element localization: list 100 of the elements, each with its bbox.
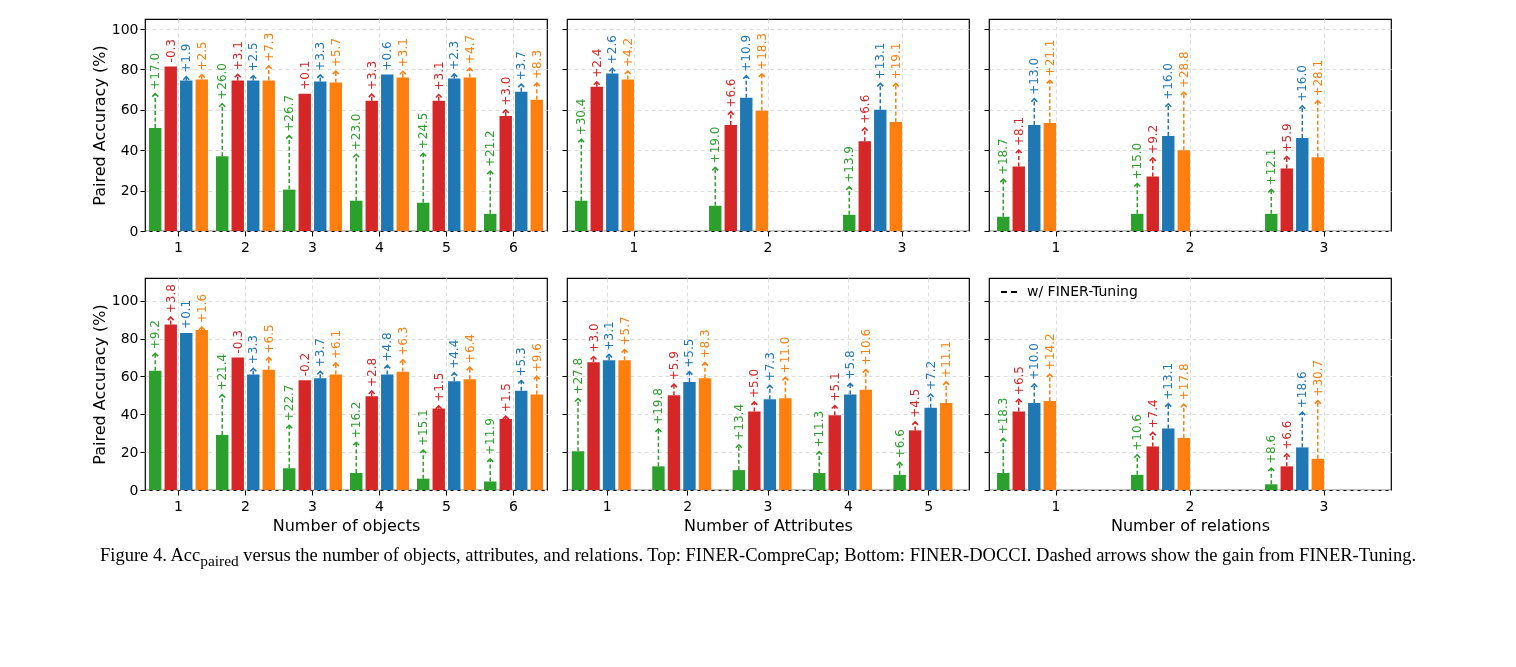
- bar: [195, 79, 208, 231]
- annotation: +4.8: [380, 332, 395, 362]
- annotation: +4.5: [908, 388, 923, 418]
- bar: [231, 80, 244, 231]
- annotation: +8.1: [1011, 116, 1026, 147]
- annotation: +3.0: [586, 323, 601, 353]
- x-axis-title: Number of objects: [272, 515, 421, 535]
- annotation: +16.2: [349, 401, 364, 439]
- y-tick-label: 80: [120, 60, 139, 77]
- annotation: +0.1: [297, 60, 312, 90]
- annotation: +8.6: [1264, 434, 1279, 465]
- x-tick-label: 1: [174, 238, 183, 255]
- annotation: +16.0: [1295, 65, 1310, 102]
- bar: [298, 93, 311, 231]
- annotation: +26.0: [215, 63, 230, 100]
- annotation: +16.0: [1161, 63, 1176, 100]
- y-axis-title: Paired Accuracy (%): [89, 304, 109, 465]
- annotation: +3.1: [431, 61, 446, 91]
- bar: [432, 100, 445, 231]
- annotation: +5.3: [514, 347, 529, 377]
- annotation: +5.7: [617, 316, 632, 346]
- caption: Figure 4. Acc$_{paired}$ versus the number of objects, attributes, and relations. Top: FINER-CompreCap; Bottom: FINER-DOCCI. Dashed arrows show the gain from FINER-Tuning.: [100, 544, 1418, 571]
- x-tick-label: 3: [1319, 238, 1329, 255]
- bar: [515, 91, 528, 231]
- annotation: +9.2: [148, 320, 163, 350]
- annotation: +3.1: [602, 321, 617, 351]
- y-tick-label: 60: [120, 101, 139, 118]
- x-tick-label: 3: [1319, 497, 1329, 514]
- annotation: +13.0: [1027, 57, 1042, 95]
- y-tick-label: 40: [120, 141, 139, 158]
- annotation: +2.5: [194, 41, 209, 71]
- annotation: +6.5: [261, 324, 276, 354]
- annotation: +15.0: [1130, 142, 1145, 180]
- annotation: +11.9: [483, 418, 498, 455]
- annotation: +2.8: [364, 357, 379, 387]
- annotation: +21.1: [1042, 39, 1057, 77]
- annotation: +10.9: [739, 34, 754, 72]
- annotation: +0.6: [380, 41, 395, 71]
- annotation: +22.7: [282, 384, 297, 422]
- x-tick-label: 4: [375, 497, 385, 514]
- annotation: +6.6: [1279, 420, 1294, 450]
- x-tick-label: 2: [1185, 497, 1195, 514]
- annotation: +17.0: [148, 52, 163, 90]
- annotation: +5.1: [827, 372, 842, 402]
- annotation: +7.3: [261, 32, 276, 62]
- x-tick-label: 2: [683, 497, 693, 514]
- x-tick-label: 4: [375, 238, 385, 255]
- bar: [365, 396, 378, 490]
- annotation: +3.8: [163, 284, 178, 314]
- x-tick-label: 4: [843, 497, 853, 514]
- x-axis-title: Number of Attributes: [684, 515, 853, 535]
- annotation: +6.5: [1011, 366, 1026, 396]
- annotation: +4.4: [447, 339, 462, 369]
- annotation: +19.8: [651, 388, 666, 425]
- annotation: +10.6: [1130, 414, 1145, 451]
- x-tick-label: 1: [629, 238, 639, 255]
- annotation: +0.1: [179, 299, 194, 329]
- bar: [499, 115, 512, 231]
- y-tick-label: 20: [120, 182, 139, 199]
- annotation: +3.1: [395, 38, 410, 68]
- annotation: +18.6: [1295, 371, 1310, 409]
- annotation: -0.2: [297, 352, 312, 377]
- annotation: +11.1: [939, 341, 954, 378]
- annotation: +1.5: [431, 372, 446, 402]
- x-tick-label: 3: [897, 238, 907, 255]
- y-tick-label: 0: [129, 222, 139, 239]
- annotation: +23.0: [349, 113, 364, 151]
- annotation: +5.8: [843, 350, 858, 380]
- annotation: w/ FINER-Tuning: [1027, 283, 1138, 299]
- annotation: +21.2: [483, 130, 498, 168]
- annotation: +3.3: [313, 41, 328, 71]
- annotation: +18.3: [754, 33, 769, 70]
- annotation: +2.6: [605, 35, 620, 65]
- x-tick-label: 6: [509, 238, 519, 255]
- annotation: +3.0: [498, 76, 513, 106]
- bar: [602, 360, 616, 490]
- bar: [365, 100, 378, 231]
- x-tick-label: 1: [602, 497, 612, 514]
- annotation: +18.3: [996, 397, 1011, 435]
- annotation: +5.0: [747, 368, 762, 398]
- bar: [180, 332, 193, 490]
- annotation: +10.6: [858, 328, 873, 366]
- annotation: +9.6: [529, 343, 544, 373]
- annotation: +1.5: [498, 383, 513, 413]
- annotation: +15.1: [416, 409, 431, 447]
- annotation: +5.9: [1279, 123, 1294, 153]
- annotation: +28.8: [1176, 51, 1191, 89]
- annotation: +13.1: [1161, 362, 1176, 400]
- annotation: +30.7: [1310, 359, 1325, 397]
- x-tick-label: 6: [509, 497, 519, 514]
- bar: [298, 380, 311, 490]
- annotation: +1.6: [194, 293, 209, 324]
- annotation: +5.9: [666, 351, 681, 381]
- annotation: +4.2: [620, 37, 635, 68]
- annotation: +5.5: [682, 338, 697, 368]
- annotation: +6.3: [395, 326, 410, 356]
- annotation: +3.3: [246, 335, 261, 365]
- bar: [164, 324, 177, 490]
- bar: [247, 374, 260, 490]
- annotation: +30.4: [574, 98, 589, 136]
